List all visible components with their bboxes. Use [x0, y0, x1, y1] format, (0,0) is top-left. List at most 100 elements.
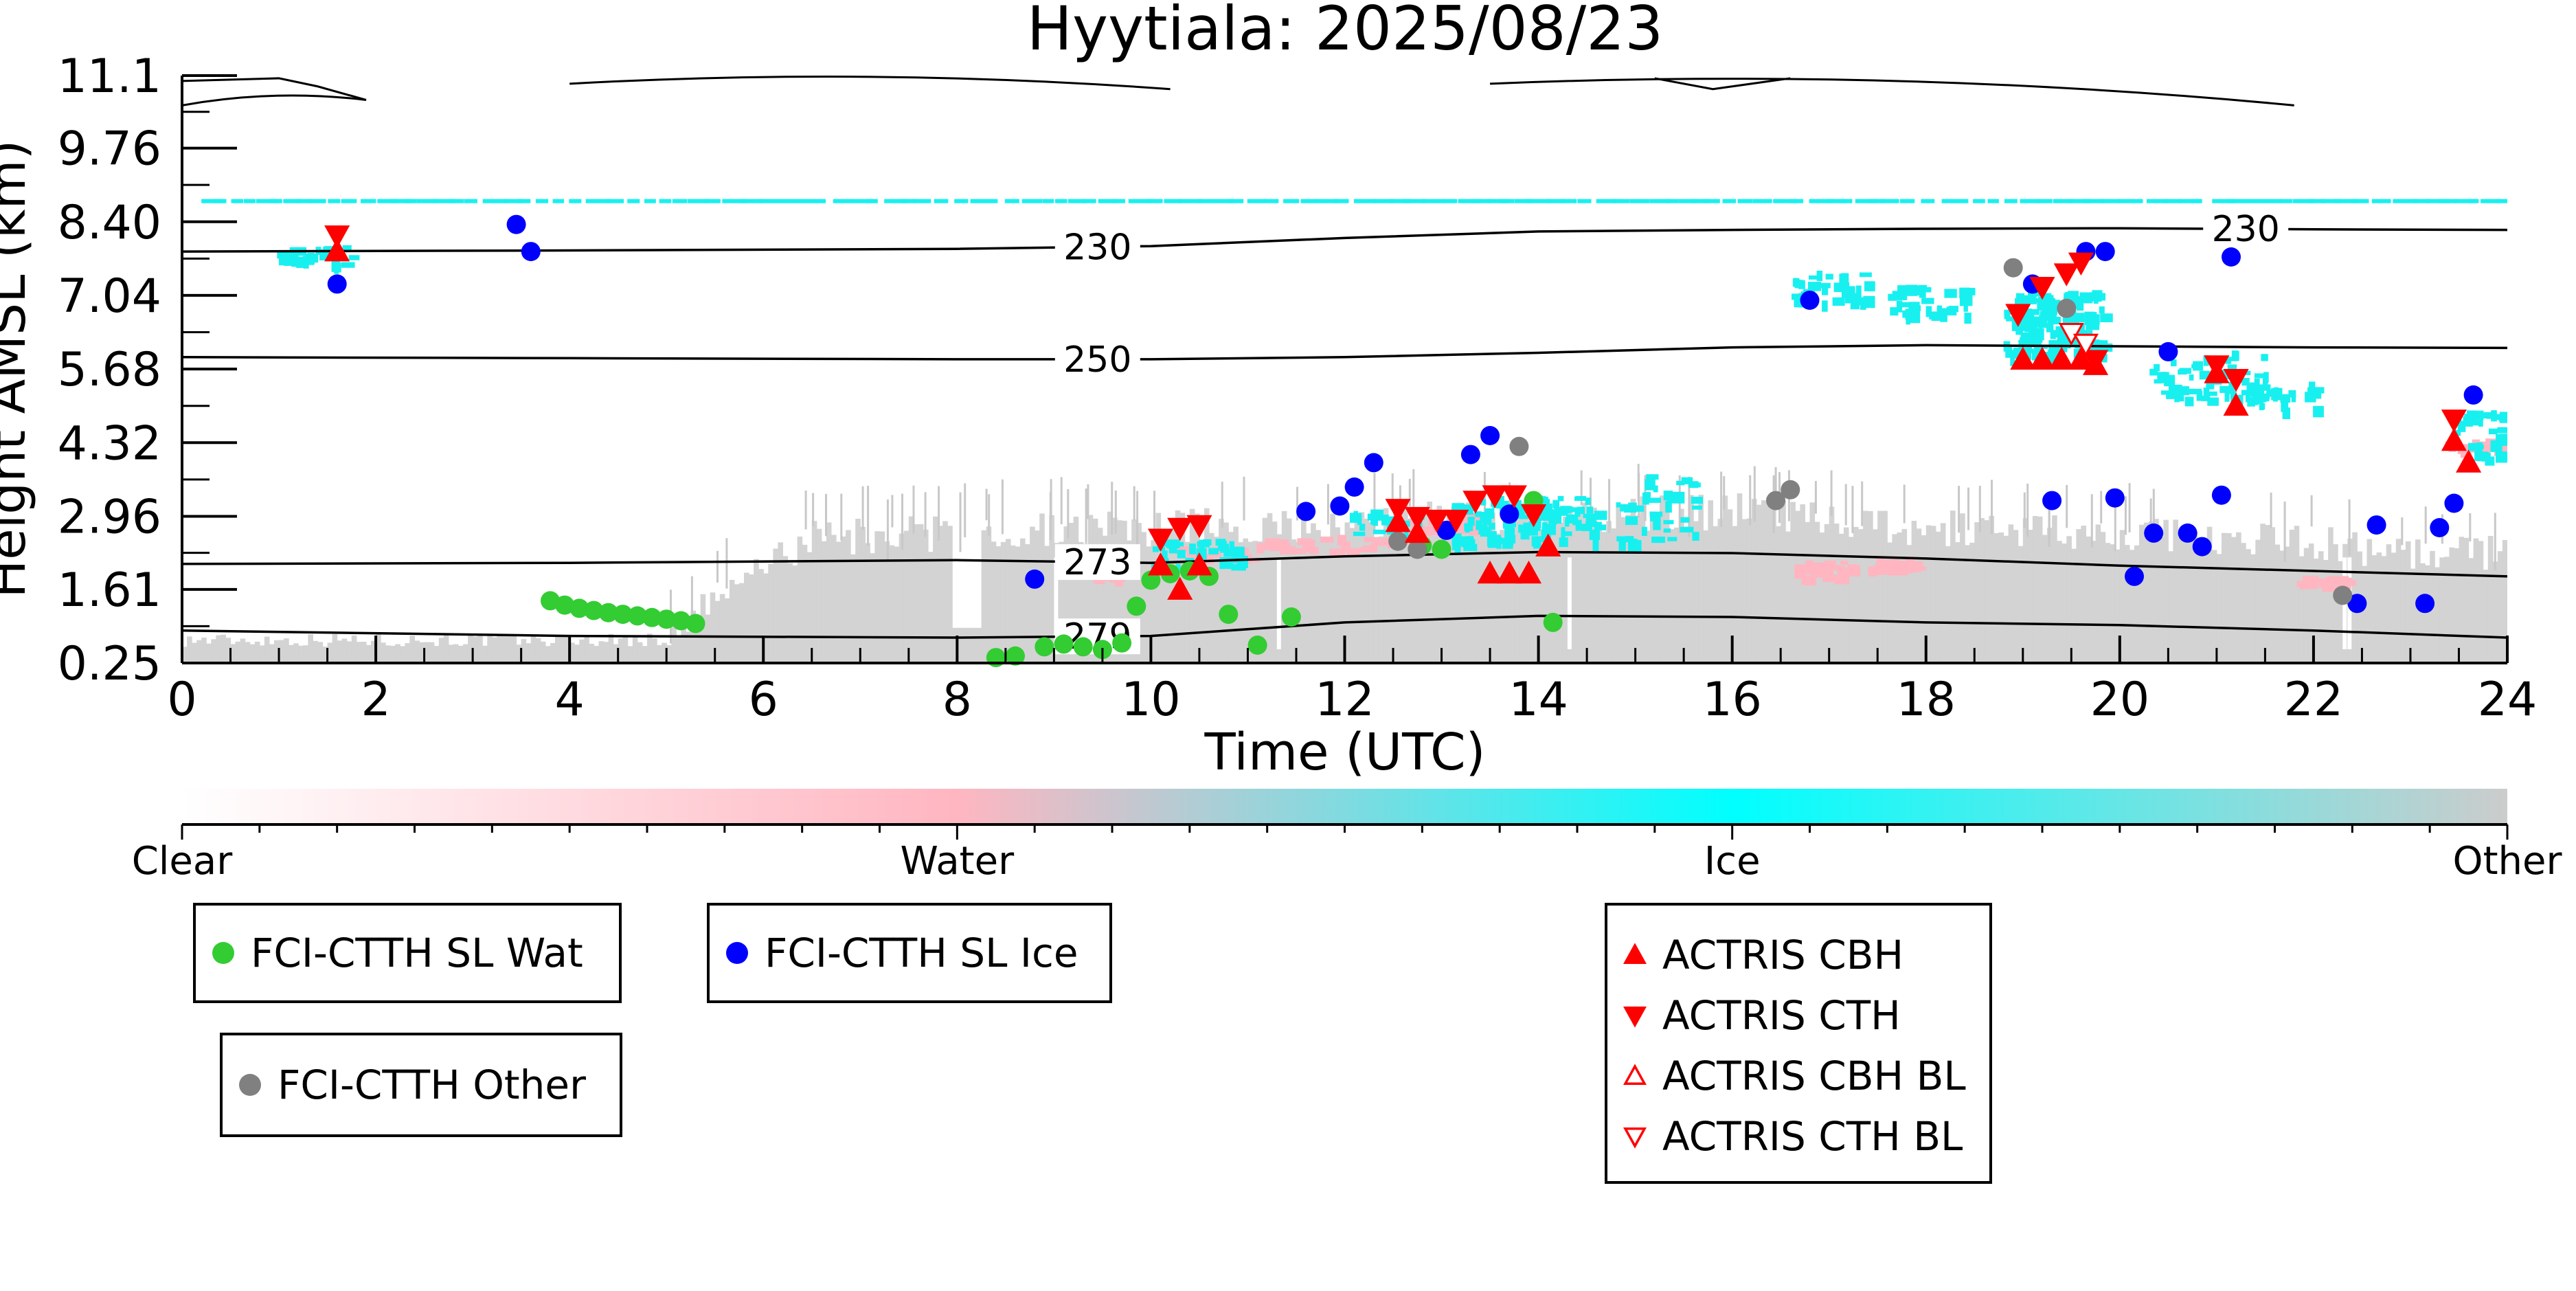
other-phase-streak [1483, 471, 1486, 523]
other-phase-column [913, 524, 919, 663]
ice-phase-patch [2206, 381, 2215, 390]
ice-phase-patch [1163, 539, 1168, 547]
other-phase-column [298, 645, 304, 663]
other-phase-column [1078, 541, 1084, 663]
ice-phase-patch [2045, 352, 2050, 359]
x-axis-label: Time (UTC) [1204, 723, 1485, 782]
ice-phase-patch [2511, 417, 2522, 422]
other-phase-streak [2090, 494, 2093, 548]
other-phase-column [2366, 539, 2373, 663]
other-phase-column [2449, 547, 2454, 663]
ice-layer-segment [1389, 199, 1411, 203]
ice-phase-patch [1642, 493, 1649, 505]
other-phase-column [1863, 510, 1868, 663]
other-phase-streak [1844, 484, 1847, 526]
data-point [1112, 633, 1132, 653]
ice-phase-patch [1936, 308, 1949, 314]
other-phase-column [2434, 567, 2440, 663]
other-phase-column [259, 645, 265, 663]
ice-phase-patch [1816, 282, 1831, 289]
other-phase-column [2192, 532, 2198, 663]
other-phase-column [870, 553, 875, 663]
other-phase-column [2003, 535, 2009, 663]
other-phase-column [274, 640, 280, 663]
other-phase-streak [2283, 502, 2286, 562]
ice-phase-patch [1581, 524, 1591, 532]
ice-phase-patch [2485, 456, 2495, 466]
other-phase-column [438, 638, 444, 663]
ice-layer-segment [1145, 199, 1163, 203]
other-phase-column [1480, 532, 1486, 663]
ice-phase-patch [305, 254, 319, 263]
other-phase-column [1572, 520, 1578, 663]
other-phase-column [2037, 516, 2043, 663]
other-phase-column [734, 584, 740, 663]
phase-gap [1054, 557, 1059, 649]
ice-layer-segment [2292, 199, 2314, 203]
x-tick-label: 8 [942, 673, 972, 727]
other-phase-streak [1326, 484, 1329, 525]
other-phase-streak [2152, 489, 2155, 541]
data-point [1482, 485, 1508, 508]
ice-layer-segment [417, 199, 439, 203]
other-phase-column [1737, 493, 1743, 663]
other-phase-column [2187, 533, 2193, 663]
colorbar-label: Water [901, 839, 1015, 884]
ice-phase-patch [1667, 497, 1672, 503]
chart-title: Hyytiala: 2025/08/23 [1027, 0, 1663, 64]
upper-contour-line [182, 77, 367, 101]
other-phase-column [2492, 561, 2498, 663]
other-phase-column [2473, 538, 2479, 663]
other-phase-column [182, 647, 188, 663]
ice-phase-patch [2486, 414, 2495, 419]
other-phase-streak [2469, 513, 2472, 542]
ice-phase-patch [2241, 378, 2250, 386]
ice-phase-patch [2231, 350, 2239, 359]
data-point [2029, 346, 2055, 370]
ice-phase-patch [1940, 311, 1947, 322]
other-phase-column [1485, 526, 1491, 663]
other-phase-column [1766, 497, 1772, 663]
other-phase-column [2032, 516, 2038, 663]
ice-phase-patch [2511, 450, 2516, 458]
other-phase-column [855, 519, 861, 663]
other-phase-streak [1991, 480, 1993, 535]
water-phase-patch [2472, 439, 2481, 447]
other-phase-column [1892, 534, 1897, 663]
data-point [686, 614, 705, 633]
ice-phase-patch [1559, 537, 1568, 548]
ice-phase-patch [1841, 273, 1849, 283]
ice-phase-patch [2100, 313, 2113, 323]
other-phase-column [1194, 513, 1200, 663]
data-point [1501, 485, 1527, 508]
other-phase-column [2318, 551, 2324, 663]
other-phase-column [957, 627, 962, 663]
ice-layer-segment [1098, 199, 1118, 203]
data-point [2144, 523, 2164, 543]
ice-phase-patch [1680, 517, 1690, 523]
other-phase-column [2090, 541, 2097, 663]
x-tick-label: 10 [1121, 673, 1181, 727]
other-phase-streak [886, 499, 889, 561]
other-phase-column [2221, 532, 2227, 663]
other-phase-column [671, 622, 677, 663]
other-phase-column [1684, 530, 1689, 663]
ice-layer-segment [2371, 199, 2391, 203]
ice-layer-segment [1612, 199, 1630, 203]
ice-phase-patch [283, 256, 292, 266]
data-point [2057, 298, 2077, 318]
ice-layer-segment [1514, 199, 1532, 203]
other-phase-column [1456, 535, 1462, 663]
other-phase-column [211, 639, 216, 663]
other-phase-column [1049, 515, 1054, 663]
other-phase-column [666, 645, 672, 663]
other-phase-column [962, 627, 967, 663]
ice-phase-patch [2230, 391, 2237, 399]
other-phase-column [400, 646, 405, 663]
ice-phase-patch [2474, 451, 2483, 461]
other-phase-column [1010, 546, 1016, 663]
other-phase-column [2236, 532, 2241, 663]
other-phase-column [550, 642, 556, 663]
other-phase-column [2197, 550, 2203, 663]
